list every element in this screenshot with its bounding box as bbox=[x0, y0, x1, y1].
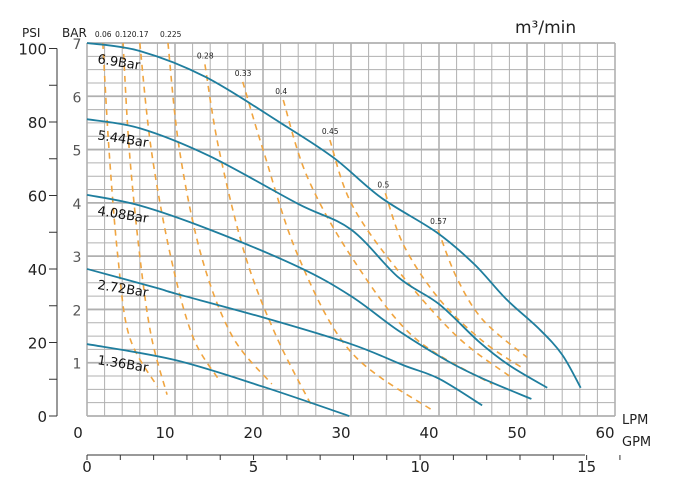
grid bbox=[86, 42, 616, 417]
air-flow-curve-0.12 bbox=[122, 42, 168, 395]
psi-axis-title: PSI bbox=[22, 26, 40, 40]
air-flow-curve-0.33 bbox=[241, 81, 434, 412]
air-flow-label: 0.225 bbox=[160, 30, 182, 39]
lpm-tick-label: 0 bbox=[73, 424, 83, 442]
air-flow-curve-0.45 bbox=[329, 139, 510, 377]
psi-tick-label: 40 bbox=[28, 261, 47, 279]
air-flow-label: 0.06 bbox=[95, 30, 112, 39]
air-flow-label: 0.45 bbox=[322, 127, 339, 136]
unit-label: m³/min bbox=[515, 18, 576, 38]
lpm-tick-label: 40 bbox=[419, 424, 438, 442]
gpm-tick-label: 15 bbox=[577, 458, 596, 476]
air-flow-label: 0.28 bbox=[197, 51, 214, 60]
air-flow-curve-0.4 bbox=[282, 99, 493, 385]
lpm-tick-label: 20 bbox=[243, 424, 262, 442]
bar-tick-label: 1 bbox=[73, 357, 82, 373]
gpm-tick-label: 10 bbox=[411, 458, 430, 476]
air-flow-curve-0.28 bbox=[204, 64, 313, 406]
air-flow-curve-0.5 bbox=[384, 192, 524, 369]
pressure-curve-label: 6.9Bar bbox=[96, 52, 141, 74]
bar-tick-label: 4 bbox=[73, 197, 82, 213]
bar-tick-label: 7 bbox=[73, 37, 82, 53]
air-flow-label: 0.4 bbox=[275, 87, 287, 96]
lpm-tick-label: 50 bbox=[507, 424, 526, 442]
pressure-curve-5.44Bar bbox=[86, 118, 548, 389]
air-flow-label: 0.33 bbox=[235, 69, 252, 78]
air-flow-label: 0.5 bbox=[377, 180, 389, 189]
lpm-tick-label: 10 bbox=[155, 424, 174, 442]
air-flow-label: 0.17 bbox=[132, 30, 149, 39]
air-flow-label: 0.12 bbox=[115, 30, 132, 39]
air-flow-curve-0.57 bbox=[437, 229, 528, 358]
air-flow-curve-0.225 bbox=[167, 42, 273, 385]
psi-tick-label: 20 bbox=[28, 335, 47, 353]
bar-tick-label: 3 bbox=[73, 250, 82, 266]
bar-axis-title: BAR bbox=[62, 26, 87, 40]
air-flow-curve-0.17 bbox=[139, 42, 219, 380]
axes: 0 20 40 60 80 100 1 2 3 4 5 6 7 0 10 20 30 40 50 60 0 5 10 15 bbox=[18, 37, 621, 476]
pressure-curve-6.9Bar bbox=[86, 42, 582, 389]
psi-tick-label: 100 bbox=[18, 41, 47, 59]
air-flow-curves: 0.06 0.12 0.17 0.225 0.28 0.33 0.4 0.45 0.5 0.57 bbox=[95, 30, 528, 412]
air-flow-label: 0.57 bbox=[430, 217, 447, 226]
lpm-tick-label: 30 bbox=[331, 424, 350, 442]
pressure-curve-1.36Bar bbox=[86, 343, 350, 417]
bar-tick-label: 6 bbox=[73, 90, 82, 106]
lpm-axis-title: LPM bbox=[622, 413, 648, 428]
lpm-tick-label: 60 bbox=[595, 424, 614, 442]
pressure-curve-2.72Bar bbox=[86, 268, 483, 407]
psi-tick-label: 0 bbox=[37, 408, 47, 426]
psi-tick-label: 60 bbox=[28, 188, 47, 206]
gpm-axis-title: GPM bbox=[622, 435, 651, 450]
psi-tick-label: 80 bbox=[28, 114, 47, 132]
pressure-curve-4.08Bar bbox=[86, 193, 532, 400]
gpm-tick-label: 5 bbox=[249, 458, 259, 476]
bar-tick-label: 5 bbox=[73, 144, 82, 160]
bar-tick-label: 2 bbox=[73, 303, 82, 319]
gpm-tick-label: 0 bbox=[82, 458, 92, 476]
